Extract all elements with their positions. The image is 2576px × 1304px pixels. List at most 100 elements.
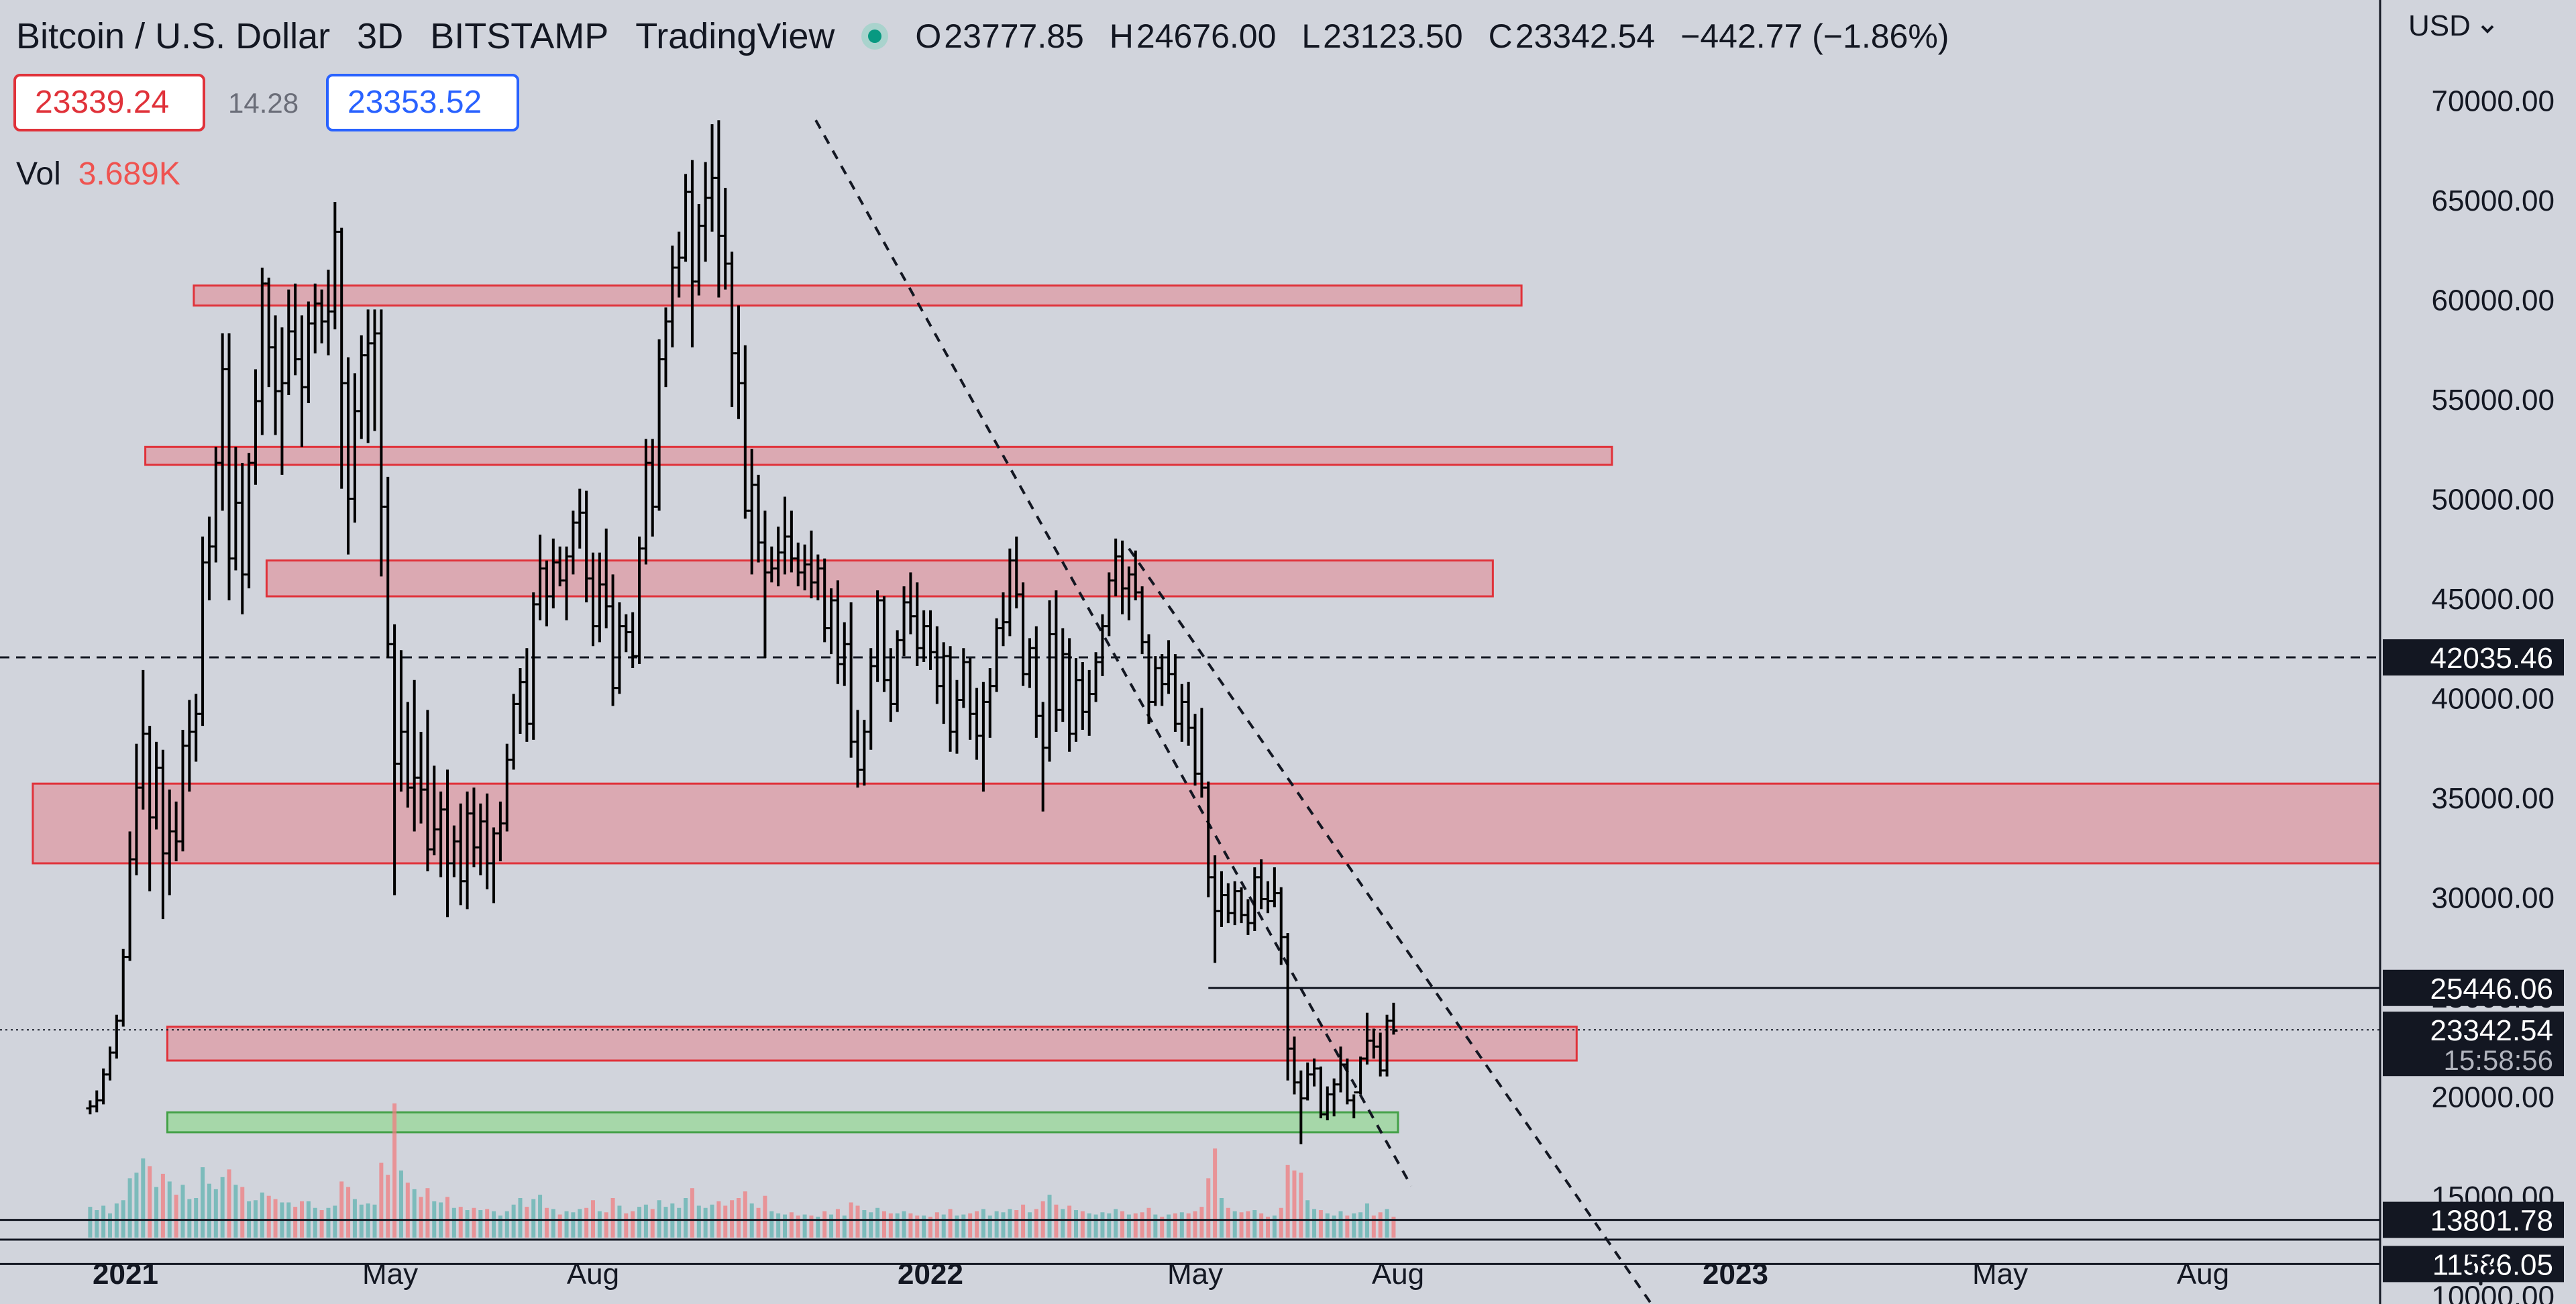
ohlc-bar bbox=[304, 301, 313, 403]
ohlc-bar bbox=[973, 688, 981, 760]
volume-bar bbox=[994, 1211, 999, 1238]
ohlc-bar bbox=[1310, 1058, 1319, 1087]
volume-bar bbox=[1252, 1210, 1257, 1238]
volume-bar bbox=[412, 1189, 417, 1238]
volume-bar bbox=[405, 1183, 410, 1238]
volume-bar bbox=[174, 1195, 178, 1238]
symbol-name[interactable]: Bitcoin / U.S. Dollar bbox=[16, 16, 331, 56]
y-tick-label: 30000.00 bbox=[2431, 882, 2555, 915]
y-tick-label: 60000.00 bbox=[2431, 284, 2555, 317]
interval[interactable]: 3D bbox=[357, 16, 404, 56]
volume-bar bbox=[1312, 1209, 1317, 1238]
ohlc-bar bbox=[721, 188, 730, 290]
ohlc-bar bbox=[1098, 614, 1107, 676]
close-value: 23342.54 bbox=[1515, 17, 1656, 55]
resistance-zone bbox=[32, 782, 2381, 865]
volume-bar bbox=[1093, 1214, 1098, 1238]
volume-bar bbox=[1173, 1213, 1177, 1238]
x-tick-label: 2023 bbox=[1703, 1258, 1768, 1291]
volume-bar bbox=[1206, 1178, 1211, 1238]
ohlc-bar bbox=[754, 474, 763, 563]
volume-bar bbox=[233, 1185, 238, 1238]
volume-bar bbox=[643, 1204, 648, 1238]
ohlc-bar bbox=[1230, 881, 1239, 926]
ohlc-bar bbox=[1257, 859, 1266, 910]
candle-series bbox=[86, 120, 1398, 1144]
ohlc-bar bbox=[1165, 640, 1173, 694]
chart-header: Bitcoin / U.S. Dollar 3D BITSTAMP Tradin… bbox=[16, 9, 1976, 63]
volume-bar bbox=[1087, 1213, 1091, 1238]
volume-bar bbox=[1014, 1210, 1019, 1238]
volume-bar bbox=[617, 1205, 622, 1238]
ohlc-bar bbox=[688, 160, 696, 347]
volume-bar bbox=[511, 1204, 516, 1238]
volume-bar bbox=[1193, 1211, 1197, 1238]
volume-bar bbox=[1325, 1213, 1330, 1238]
live-status-dot bbox=[861, 23, 889, 50]
x-tick-label: 2021 bbox=[93, 1258, 158, 1291]
volume-bar bbox=[160, 1173, 165, 1238]
price-label-text: 13801.78 bbox=[2430, 1205, 2553, 1238]
ohlc-bar bbox=[714, 120, 723, 298]
volume-bar bbox=[134, 1173, 139, 1238]
chevron-down-icon bbox=[2481, 25, 2494, 34]
ohlc-bar bbox=[251, 369, 260, 485]
volume-bar bbox=[684, 1197, 688, 1238]
volume-bar bbox=[1378, 1212, 1383, 1238]
volume-bar bbox=[624, 1213, 629, 1238]
ohlc-bar bbox=[682, 174, 690, 262]
volume-bar bbox=[419, 1197, 423, 1238]
y-tick-label: 20000.00 bbox=[2431, 1081, 2555, 1114]
volume-bar bbox=[1167, 1214, 1171, 1238]
volume-bar bbox=[518, 1197, 523, 1238]
low-value: 23123.50 bbox=[1323, 17, 1463, 55]
change-value: −442.77 (−1.86%) bbox=[1680, 17, 1949, 55]
ohlc-bar bbox=[741, 345, 749, 519]
volume-bar bbox=[1219, 1197, 1224, 1238]
volume-bar bbox=[386, 1175, 390, 1238]
volume-bar bbox=[928, 1216, 932, 1238]
volume-bar bbox=[1179, 1212, 1184, 1238]
y-tick-label: 40000.00 bbox=[2431, 683, 2555, 716]
buy-price-button[interactable]: 23353.52 bbox=[326, 74, 519, 131]
volume-bar bbox=[1213, 1148, 1218, 1238]
ohlc-bar bbox=[979, 682, 987, 792]
ohlc-bar bbox=[245, 453, 254, 589]
volume-bar bbox=[95, 1210, 99, 1238]
zone-layer bbox=[32, 284, 2381, 1134]
volume-bar bbox=[1246, 1211, 1250, 1238]
volume-bar bbox=[220, 1177, 225, 1238]
sell-price-button[interactable]: 23339.24 bbox=[13, 74, 205, 131]
volume-bar bbox=[941, 1214, 946, 1238]
price-label-box bbox=[2383, 1201, 2564, 1238]
volume-bar bbox=[551, 1209, 555, 1238]
volume-bar bbox=[167, 1181, 172, 1238]
volume-bar bbox=[736, 1197, 741, 1238]
ohlc-bar bbox=[1191, 714, 1199, 786]
ohlc-bar bbox=[1059, 628, 1067, 722]
volume-bar bbox=[154, 1187, 159, 1238]
ohlc-bar bbox=[119, 948, 127, 1027]
volume-bar bbox=[240, 1187, 245, 1238]
volume-bar bbox=[948, 1209, 953, 1238]
volume-bar bbox=[564, 1211, 569, 1238]
volume-bar bbox=[148, 1166, 152, 1238]
volume-bar bbox=[260, 1192, 264, 1238]
volume-bar bbox=[1021, 1204, 1026, 1238]
ohlc-bar bbox=[747, 449, 756, 575]
gear-icon[interactable] bbox=[2462, 1249, 2500, 1287]
ohlc-bar bbox=[939, 642, 948, 724]
ohlc-bar bbox=[879, 596, 888, 692]
volume-bar bbox=[922, 1215, 926, 1238]
currency-selector[interactable]: USD bbox=[2408, 9, 2496, 43]
ohlc-bar bbox=[1025, 638, 1034, 688]
volume-bar bbox=[1266, 1216, 1271, 1238]
ohlc-bar bbox=[1177, 684, 1186, 742]
volume-bar bbox=[359, 1204, 364, 1238]
ohlc-bar bbox=[357, 335, 366, 439]
volume-bar bbox=[465, 1210, 470, 1238]
ohlc-bar bbox=[271, 315, 280, 435]
volume-bar bbox=[637, 1207, 642, 1238]
